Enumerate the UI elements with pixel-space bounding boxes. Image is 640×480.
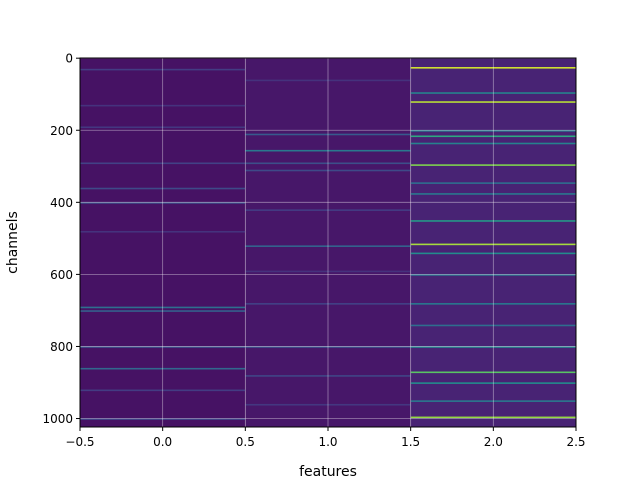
- heatmap-cell: [80, 68, 246, 71]
- heatmap-cell: [410, 193, 576, 195]
- heatmap-cell: [245, 270, 411, 273]
- y-tick-label: 200: [50, 124, 73, 138]
- heatmap-cell: [80, 162, 246, 165]
- heatmap-cell: [410, 220, 576, 222]
- heatmap-cell: [80, 306, 246, 309]
- heatmap-cell: [410, 67, 576, 69]
- heatmap-cell: [410, 101, 576, 103]
- heatmap-cells: [80, 58, 576, 427]
- heatmap-cell: [410, 382, 576, 384]
- heatmap-cell: [410, 416, 576, 419]
- heatmap-cell: [245, 79, 411, 82]
- heatmap-cell: [245, 245, 411, 247]
- heatmap-cell: [80, 126, 246, 129]
- heatmap-cell: [245, 303, 411, 305]
- heatmap-cell: [80, 230, 246, 233]
- x-tick-label: −0.5: [65, 435, 94, 449]
- y-tick-label: 800: [50, 340, 73, 354]
- heatmap-cell: [80, 346, 246, 348]
- x-tick-label: 0.5: [236, 435, 255, 449]
- heatmap-cell: [410, 274, 576, 276]
- heatmap-cell: [410, 130, 576, 132]
- y-axis-ticks: 0 200 400 600 800 1000: [42, 52, 80, 426]
- heatmap-cell: [80, 418, 246, 420]
- x-tick-label: 0.0: [153, 435, 172, 449]
- heatmap-column-0: [80, 58, 246, 427]
- x-tick-label: 1.5: [401, 435, 420, 449]
- heatmap-cell: [80, 310, 246, 312]
- heatmap-cell: [410, 324, 576, 327]
- x-tick-label: 2.5: [566, 435, 585, 449]
- y-axis-label: channels: [5, 211, 21, 274]
- heatmap-cell: [410, 92, 576, 94]
- x-axis-label: features: [299, 464, 357, 480]
- heatmap-cell: [80, 202, 246, 204]
- heatmap-cell: [410, 135, 576, 138]
- heatmap-cell: [410, 371, 576, 374]
- heatmap-cell: [245, 209, 411, 211]
- heatmap-cell: [410, 164, 576, 166]
- x-tick-label: 1.0: [318, 435, 337, 449]
- y-tick-label: 0: [65, 52, 73, 66]
- y-tick-label: 600: [50, 268, 73, 282]
- heatmap-cell: [410, 252, 576, 255]
- heatmap-cell: [245, 375, 411, 377]
- heatmap-cell: [80, 104, 246, 107]
- heatmap-cell: [80, 389, 246, 392]
- heatmap-cell: [410, 243, 576, 246]
- heatmap-cell: [245, 169, 411, 172]
- heatmap-cell: [245, 403, 411, 406]
- heatmap-cell: [80, 187, 246, 190]
- y-tick-label: 400: [50, 196, 73, 210]
- heatmap-column-2: [410, 58, 576, 427]
- heatmap-column-1: [245, 58, 411, 427]
- heatmap-cell: [410, 346, 576, 348]
- heatmap-cell: [410, 142, 576, 145]
- heatmap-cell: [245, 133, 411, 136]
- y-tick-label: 1000: [42, 412, 73, 426]
- heatmap-cell: [410, 303, 576, 305]
- heatmap-cell: [80, 367, 246, 370]
- heatmap-cell: [410, 182, 576, 184]
- x-tick-label: 2.0: [484, 435, 503, 449]
- heatmap-cell: [410, 400, 576, 402]
- heatmap-cell: [245, 149, 411, 152]
- heatmap-cell: [245, 162, 411, 165]
- x-axis-ticks: −0.5 0.0 0.5 1.0 1.5 2.0 2.5: [65, 427, 586, 449]
- heatmap-cell: [245, 346, 411, 348]
